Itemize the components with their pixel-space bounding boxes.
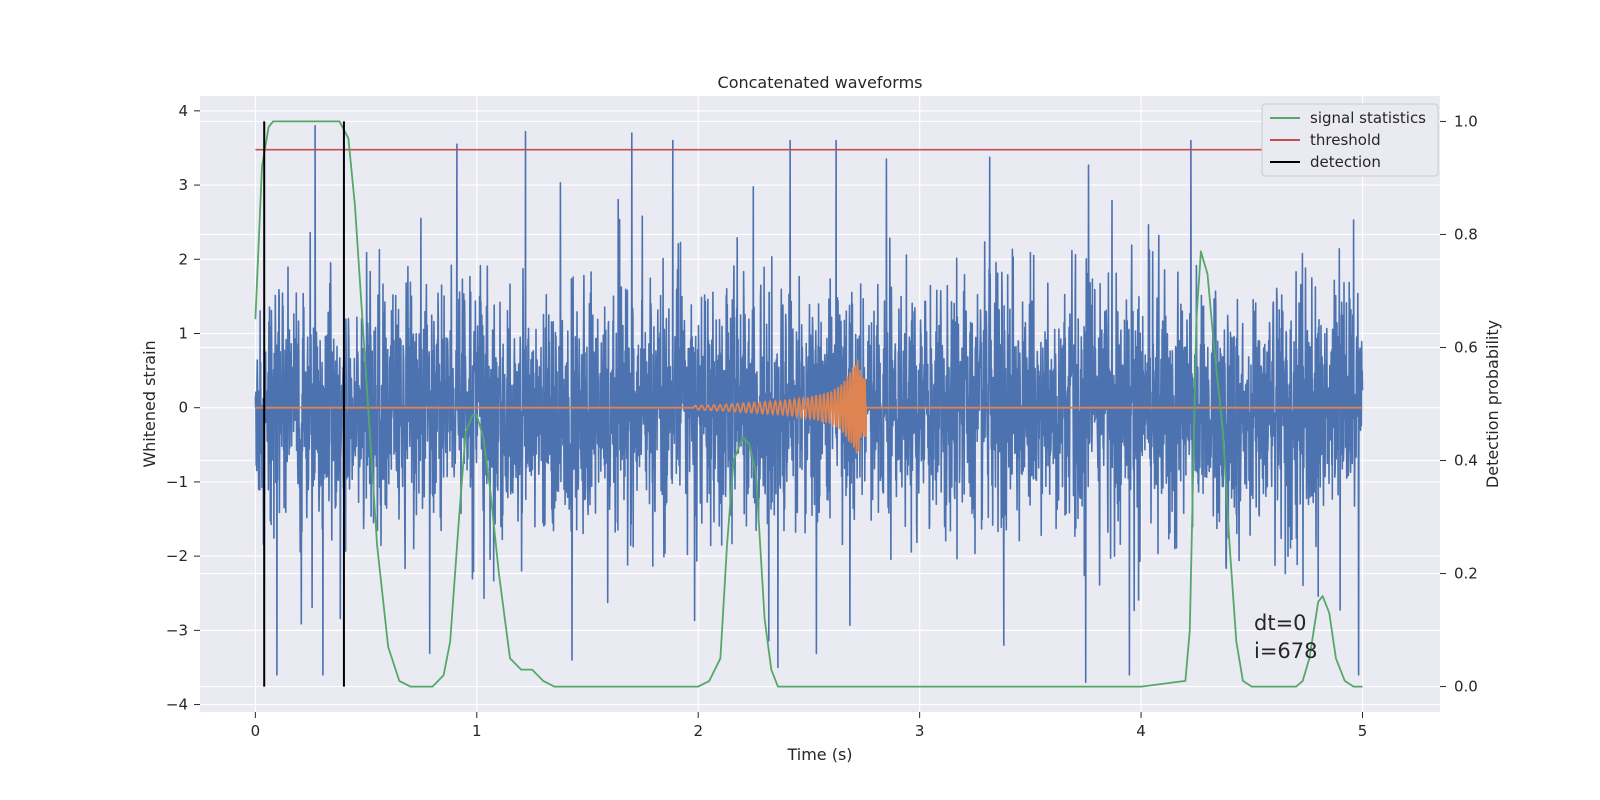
x-axis-title: Time (s)	[786, 745, 852, 764]
legend: signal statistics threshold detection	[1261, 103, 1439, 177]
y-tick-label: −4	[166, 696, 188, 714]
chirp-series-line	[255, 359, 1363, 454]
x-tick-label: 0	[251, 722, 261, 740]
x-tick-label: 5	[1358, 722, 1368, 740]
y-tick-label: 2	[178, 250, 188, 268]
chart-title: Concatenated waveforms	[718, 73, 923, 92]
legend-box	[1261, 103, 1439, 177]
annotation-index: i=678	[1254, 639, 1318, 663]
legend-label: detection	[1310, 153, 1381, 171]
axes: 0 1 2 3 4 5 −4 −3 −2 −1 0 1 2 3 4 0.0 0.2 0.4 0.6 0.8 1.0	[166, 102, 1478, 740]
y-tick-label: 1	[178, 324, 188, 342]
y2-axis-title: Detection probability	[1483, 320, 1502, 488]
x-tick-label: 1	[472, 722, 482, 740]
y-tick-label: 0	[178, 399, 188, 417]
y-tick-label: 4	[178, 102, 188, 120]
legend-label: signal statistics	[1310, 109, 1426, 127]
y-axis-title: Whitened strain	[140, 340, 159, 467]
y-tick-label: −1	[166, 473, 188, 491]
y2-tick-label: 0.6	[1454, 338, 1478, 356]
y2-tick-label: 0.2	[1454, 565, 1478, 583]
x-tick-label: 4	[1136, 722, 1146, 740]
x-tick-label: 2	[693, 722, 703, 740]
annotation: dt=0 i=678	[1254, 611, 1318, 663]
y2-tick-label: 0.8	[1454, 225, 1478, 243]
data-layer	[254, 120, 1385, 688]
y2-tick-label: 1.0	[1454, 112, 1478, 130]
x-tick-label: 3	[915, 722, 925, 740]
legend-label: threshold	[1310, 131, 1381, 149]
y2-tick-label: 0.0	[1454, 678, 1478, 696]
annotation-dt: dt=0	[1254, 611, 1307, 635]
y-tick-label: −2	[166, 547, 188, 565]
noise-series-line	[254, 124, 1364, 684]
y-tick-label: 3	[178, 176, 188, 194]
y2-tick-label: 0.4	[1454, 452, 1478, 470]
signal-statistics-series-line	[254, 120, 1363, 688]
y-tick-label: −3	[166, 621, 188, 639]
